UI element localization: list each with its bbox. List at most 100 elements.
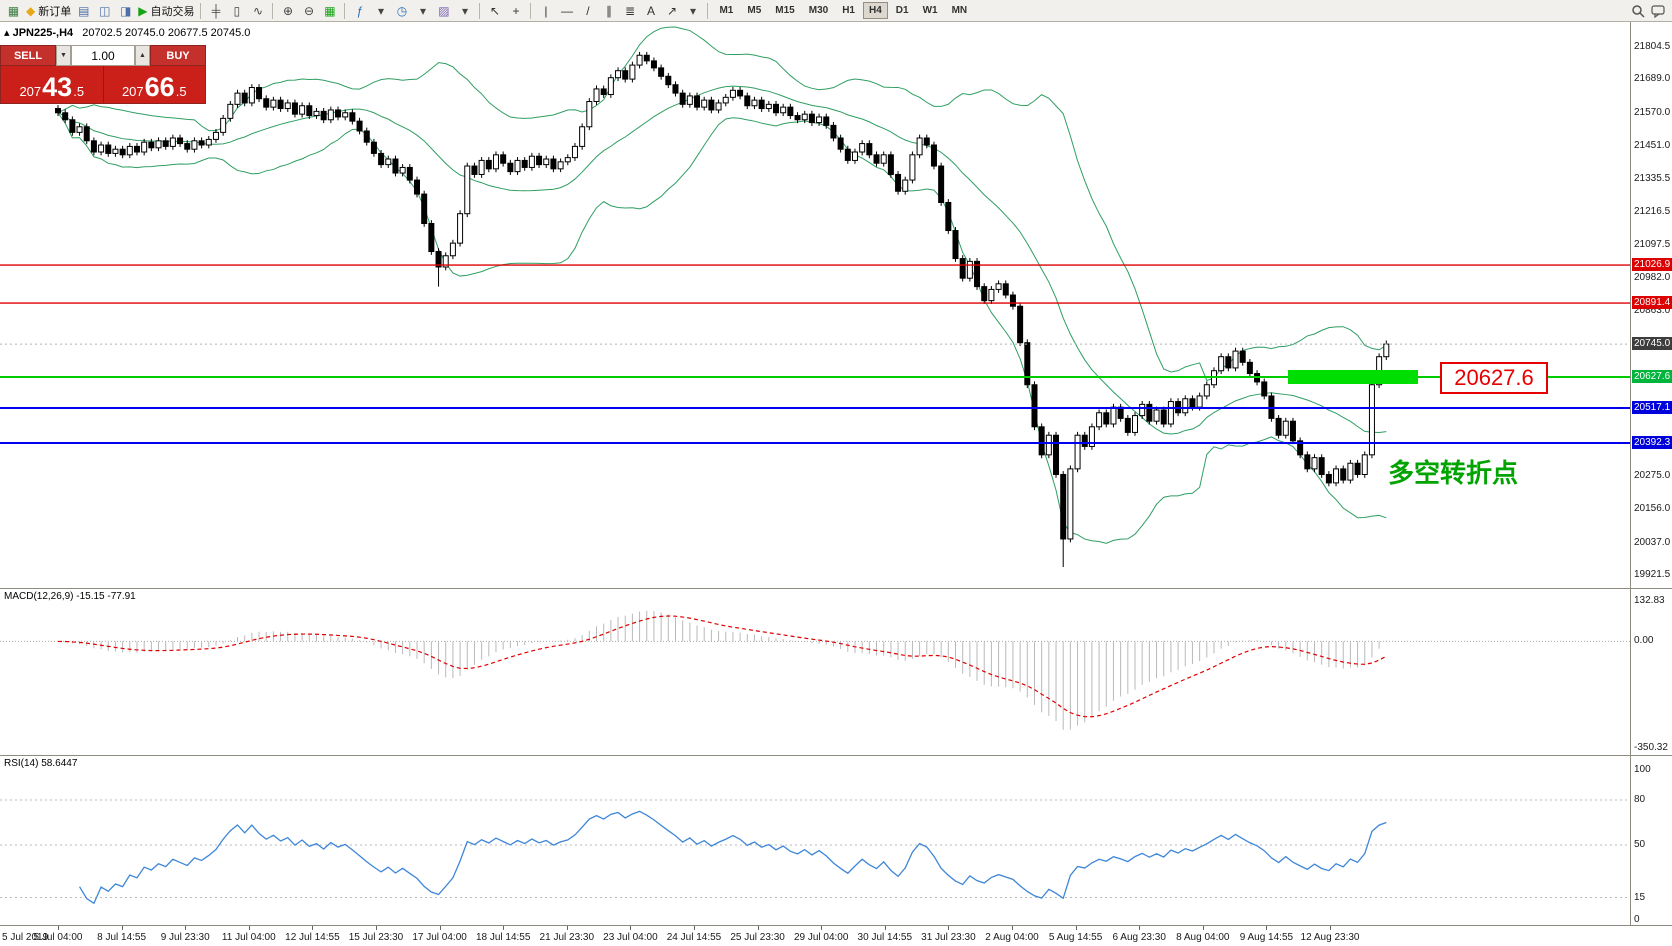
- market-watch-button[interactable]: ▤: [73, 2, 94, 20]
- buy-button[interactable]: BUY: [150, 45, 206, 66]
- ask-price[interactable]: 207 66.5: [102, 66, 206, 103]
- cursor-button[interactable]: ↖: [484, 2, 505, 20]
- periods-button[interactable]: ◷: [391, 2, 412, 20]
- price-axis[interactable]: 21804.5 21689.0 21570.0 21451.0 21335.5 21216…: [1630, 22, 1672, 946]
- templates-dropdown[interactable]: ▾: [454, 2, 475, 20]
- price-axis-label: 20037.0: [1634, 536, 1671, 548]
- timeframe-h4[interactable]: H4: [862, 2, 888, 19]
- time-axis-label: 21 Jul 23:30: [539, 932, 595, 943]
- new-order-button[interactable]: ◆ 新订单: [24, 2, 73, 20]
- autotrading-button-glyph: ▶: [138, 3, 148, 18]
- toolbar-right: [1631, 4, 1669, 18]
- vertical-line-button[interactable]: |: [535, 2, 556, 20]
- timeframe-m15[interactable]: M15: [775, 5, 795, 16]
- chat-icon[interactable]: [1651, 4, 1665, 18]
- shapes-dropdown[interactable]: ▾: [682, 2, 703, 20]
- templates-button[interactable]: ▨: [433, 2, 454, 20]
- price-axis-label: 20863.0: [1634, 305, 1671, 316]
- channel-button[interactable]: ∥: [598, 2, 619, 20]
- horizontal-line-button[interactable]: —: [556, 2, 577, 20]
- new-chart-button[interactable]: ▦: [3, 2, 24, 20]
- bar-chart-button[interactable]: ╪: [205, 2, 226, 20]
- time-axis-label: 5 Aug 14:55: [1048, 932, 1103, 943]
- ask-prefix: 207: [121, 83, 144, 99]
- one-click-collapse-icon[interactable]: ▴: [4, 27, 10, 39]
- bid-price[interactable]: 207 43.5: [1, 66, 103, 103]
- periods-dropdown[interactable]: ▾: [412, 2, 433, 20]
- fibonacci-button-glyph: ≣: [624, 3, 635, 18]
- price-axis-label: 19921.5: [1634, 569, 1671, 580]
- line-chart-button-glyph: ∿: [252, 3, 263, 18]
- rsi-panel-canvas[interactable]: [0, 755, 1630, 925]
- time-axis-tick: [566, 926, 568, 930]
- rsi-axis-label: 80: [1634, 794, 1646, 805]
- rsi-axis-label: 15: [1634, 891, 1646, 903]
- vertical-line-button-glyph: |: [544, 3, 548, 18]
- time-axis-label: 17 Jul 04:00: [412, 932, 467, 943]
- price-axis-label: 21804.5: [1634, 41, 1671, 52]
- annotation-note-text[interactable]: 多空转折点: [1388, 458, 1519, 488]
- time-axis[interactable]: 5 Jul 2019 5 Jul 04:00 8 Jul 14:55 9 Jul 23…: [0, 925, 1672, 946]
- navigator-button[interactable]: ◨: [115, 2, 136, 20]
- zoom-out-button-glyph: ⊖: [303, 3, 314, 18]
- time-axis-tick: [185, 926, 187, 930]
- price-axis-tag: 21026.9: [1632, 258, 1672, 272]
- volume-input[interactable]: [71, 45, 135, 66]
- time-axis-tick: [121, 926, 123, 930]
- toolbar-separator: [530, 2, 532, 19]
- crosshair-button-glyph: +: [512, 3, 520, 18]
- volume-decrease-button[interactable]: ▼: [56, 45, 71, 66]
- sell-button[interactable]: SELL: [0, 45, 56, 66]
- timeframe-m1[interactable]: M1: [719, 5, 734, 16]
- bid-prefix: 207: [19, 83, 42, 99]
- time-axis-tick: [1075, 926, 1077, 930]
- data-window-button[interactable]: ◫: [94, 2, 115, 20]
- tile-windows-button[interactable]: ▦: [319, 2, 340, 20]
- timeframe-mn[interactable]: MN: [951, 5, 968, 16]
- ohlc-values: 20702.5 20745.0 20677.5 20745.0: [82, 27, 251, 39]
- arrow-tool-button[interactable]: ↗: [661, 2, 682, 20]
- timeframe-m5[interactable]: M5: [747, 5, 762, 16]
- trendline-button[interactable]: /: [577, 2, 598, 20]
- rsi-axis-label: 0: [1634, 914, 1640, 925]
- time-axis-tick: [694, 926, 695, 930]
- candlestick-chart-button[interactable]: ▯: [226, 2, 247, 20]
- price-axis-tag: 20891.4: [1632, 296, 1672, 310]
- time-axis-label: 2 Aug 04:00: [985, 932, 1039, 943]
- toolbar-separator: [344, 2, 346, 19]
- timeframe-d1[interactable]: D1: [895, 5, 909, 16]
- text-button-glyph: A: [646, 3, 655, 18]
- zoom-in-button[interactable]: ⊕: [277, 2, 298, 20]
- price-axis-label: 21570.0: [1634, 106, 1671, 118]
- time-axis-tick: [1266, 926, 1268, 930]
- timeframe-m30[interactable]: M30: [808, 5, 829, 16]
- volume-increase-button[interactable]: ▲: [135, 45, 150, 66]
- price-callout-label[interactable]: 20627.6: [1440, 362, 1548, 394]
- timeframe-h1[interactable]: H1: [842, 5, 855, 16]
- time-axis-tick: [884, 926, 886, 930]
- price-axis-label: 21335.5: [1634, 172, 1671, 184]
- indicators-dropdown[interactable]: ▾: [370, 2, 391, 20]
- line-chart-button[interactable]: ∿: [247, 2, 268, 20]
- zoom-out-button[interactable]: ⊖: [298, 2, 319, 20]
- bar-chart-button-glyph: ╪: [211, 3, 221, 18]
- rsi-panel-separator[interactable]: [0, 755, 1672, 756]
- price-axis-tag: 20392.3: [1632, 435, 1672, 449]
- rsi-axis-label: 100: [1634, 764, 1651, 775]
- navigator-button-glyph: ◨: [120, 3, 132, 18]
- trendline-button-glyph: /: [586, 3, 590, 18]
- macd-panel-canvas[interactable]: [0, 588, 1630, 755]
- time-axis-label: 12 Aug 23:30: [1300, 932, 1360, 943]
- crosshair-button[interactable]: +: [505, 2, 526, 20]
- indicators-button[interactable]: ƒ: [349, 2, 370, 20]
- macd-panel-separator[interactable]: [0, 588, 1672, 589]
- main-chart-canvas[interactable]: [0, 22, 1630, 588]
- timeframe-w1[interactable]: W1: [922, 5, 938, 16]
- text-button[interactable]: A: [640, 2, 661, 20]
- time-axis-label: 15 Jul 23:30: [348, 932, 404, 943]
- fibonacci-button[interactable]: ≣: [619, 2, 640, 20]
- time-axis-label: 30 Jul 14:55: [857, 932, 913, 943]
- search-icon[interactable]: [1631, 4, 1645, 18]
- autotrading-button[interactable]: ▶ 自动交易: [136, 2, 196, 20]
- price-axis-tag: 20517.1: [1632, 400, 1672, 414]
